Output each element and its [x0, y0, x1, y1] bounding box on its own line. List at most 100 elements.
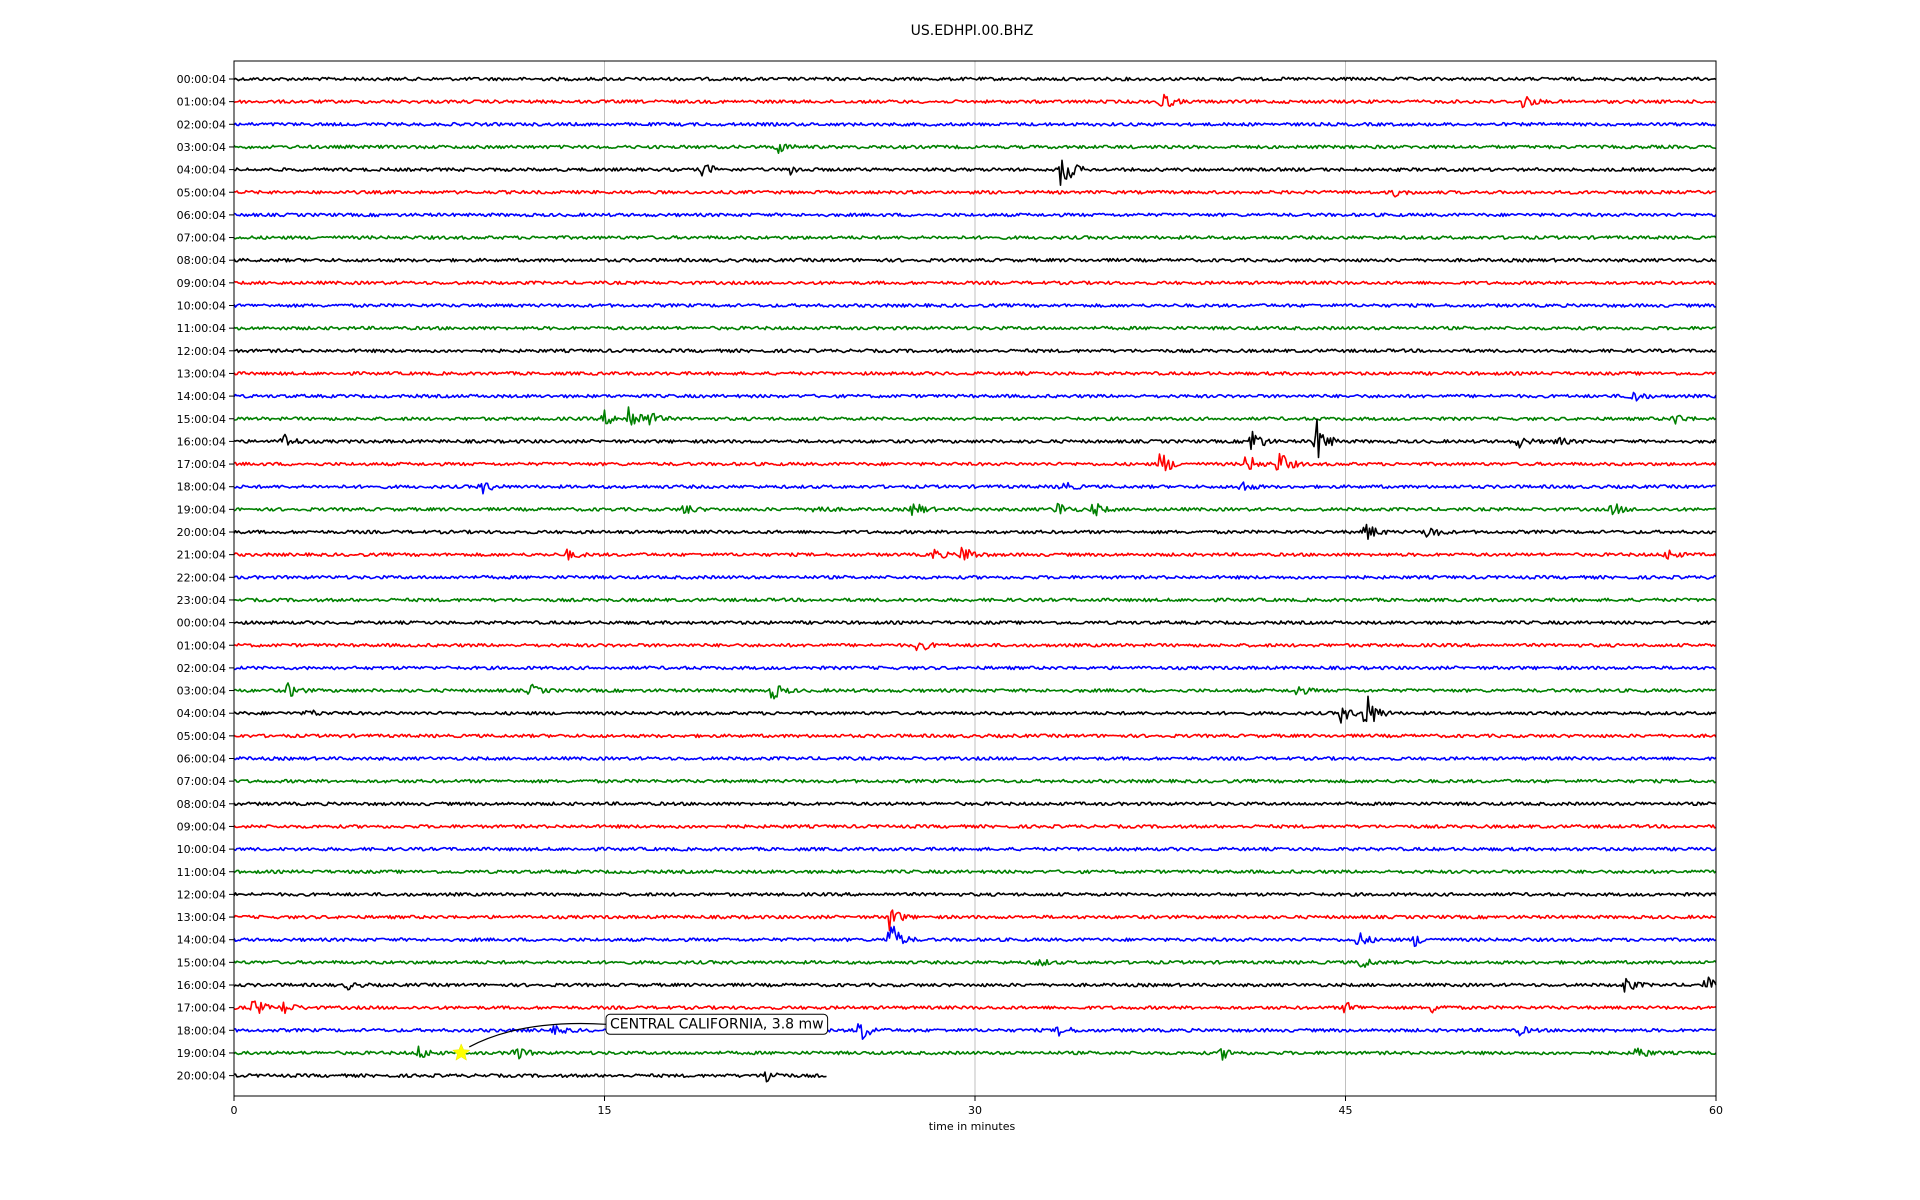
row-label-34: 10:00:04: [177, 843, 226, 856]
trace-row-43: [233, 1045, 1717, 1061]
row-label-26: 02:00:04: [177, 662, 226, 675]
trace-row-44: [233, 1071, 827, 1083]
row-label-24: 00:00:04: [177, 617, 226, 630]
trace-row-18: [233, 481, 1717, 495]
row-label-27: 03:00:04: [177, 685, 226, 698]
row-label-23: 23:00:04: [177, 594, 226, 607]
trace-row-7: [233, 235, 1717, 240]
row-label-1: 01:00:04: [177, 96, 226, 109]
trace-row-27: [233, 682, 1717, 700]
row-label-13: 13:00:04: [177, 367, 226, 380]
trace-row-8: [233, 257, 1717, 263]
row-label-8: 08:00:04: [177, 254, 226, 267]
row-label-39: 15:00:04: [177, 956, 226, 969]
x-axis-ticks: 0 15 30 45 60: [231, 1096, 1723, 1117]
row-label-25: 01:00:04: [177, 639, 226, 652]
trace-row-40: [233, 976, 1717, 993]
trace-row-4: [233, 159, 1717, 186]
row-label-32: 08:00:04: [177, 798, 226, 811]
row-label-43: 19:00:04: [177, 1047, 226, 1060]
row-label-14: 14:00:04: [177, 390, 226, 403]
row-label-17: 17:00:04: [177, 458, 226, 471]
row-label-15: 15:00:04: [177, 413, 226, 426]
row-label-11: 11:00:04: [177, 322, 226, 335]
row-label-28: 04:00:04: [177, 707, 226, 720]
row-label-21: 21:00:04: [177, 549, 226, 562]
trace-row-38: [233, 925, 1717, 948]
trace-row-15: [234, 406, 1717, 426]
annotation-box: [605, 1013, 829, 1035]
event-annotation: CENTRAL CALIFORNIA, 3.8 mw: [452, 1013, 829, 1061]
row-label-0: 00:00:04: [177, 73, 226, 86]
trace-row-9: [233, 280, 1717, 286]
trace-row-37: [233, 909, 1717, 932]
row-label-30: 06:00:04: [177, 753, 226, 766]
trace-row-17: [233, 452, 1717, 472]
row-label-5: 05:00:04: [177, 186, 226, 199]
row-label-37: 13:00:04: [177, 911, 226, 924]
row-label-12: 12:00:04: [177, 345, 226, 358]
row-label-33: 09:00:04: [177, 820, 226, 833]
row-label-16: 16:00:04: [177, 435, 226, 448]
row-label-35: 11:00:04: [177, 866, 226, 879]
row-label-2: 02:00:04: [177, 118, 226, 131]
row-label-42: 18:00:04: [177, 1024, 226, 1037]
trace-row-19: [233, 502, 1717, 517]
trace-row-24: [233, 620, 1717, 625]
row-label-40: 16:00:04: [177, 979, 226, 992]
trace-row-28: [233, 695, 1717, 724]
trace-row-21: [233, 546, 1717, 561]
trace-row-39: [233, 958, 1717, 968]
row-label-10: 10:00:04: [177, 300, 226, 313]
trace-row-16: [233, 418, 1717, 459]
x-tick-label-60: 60: [1709, 1104, 1723, 1117]
x-tick-label-45: 45: [1339, 1104, 1353, 1117]
trace-row-20: [233, 523, 1717, 540]
trace-row-14: [233, 391, 1717, 402]
seismogram-traces: [233, 76, 1717, 1083]
trace-row-2: [233, 121, 1717, 127]
trace-row-6: [233, 212, 1717, 218]
row-label-29: 05:00:04: [177, 730, 226, 743]
trace-row-42: [234, 1023, 1717, 1040]
row-label-38: 14:00:04: [177, 934, 226, 947]
annotation-label: CENTRAL CALIFORNIA, 3.8 mw: [610, 1016, 824, 1032]
x-tick-label-30: 30: [968, 1104, 982, 1117]
x-tick-label-0: 0: [231, 1104, 238, 1117]
chart-title: US.EDHPI.00.BHZ: [911, 23, 1034, 39]
row-label-20: 20:00:04: [177, 526, 226, 539]
trace-row-5: [233, 189, 1717, 198]
trace-row-35: [233, 869, 1717, 875]
trace-row-23: [233, 597, 1717, 603]
row-label-3: 03:00:04: [177, 141, 226, 154]
row-label-18: 18:00:04: [177, 481, 226, 494]
row-label-31: 07:00:04: [177, 775, 226, 788]
row-label-22: 22:00:04: [177, 571, 226, 584]
trace-row-12: [233, 348, 1717, 354]
trace-row-11: [233, 325, 1717, 331]
trace-row-36: [233, 892, 1717, 897]
trace-row-30: [233, 756, 1717, 761]
row-label-4: 04:00:04: [177, 164, 226, 177]
trace-row-10: [233, 303, 1717, 308]
row-time-labels: 00:00:04 01:00:04 02:00:04 03:00:04 04:00:04…: [177, 73, 234, 1083]
row-label-7: 07:00:04: [177, 232, 226, 245]
row-label-41: 17:00:04: [177, 1002, 226, 1015]
row-label-44: 20:00:04: [177, 1070, 226, 1083]
trace-row-22: [233, 574, 1717, 580]
x-axis-label: time in minutes: [929, 1120, 1016, 1133]
event-star-marker: [452, 1043, 471, 1061]
trace-row-13: [233, 371, 1717, 376]
plot-frame: [233, 60, 1717, 1097]
trace-row-26: [234, 665, 1717, 671]
row-label-6: 06:00:04: [177, 209, 226, 222]
trace-row-41: [233, 1000, 1717, 1015]
row-label-19: 19:00:04: [177, 503, 226, 516]
trace-row-34: [233, 846, 1717, 852]
row-label-9: 09:00:04: [177, 277, 226, 290]
row-label-36: 12:00:04: [177, 888, 226, 901]
trace-row-31: [234, 778, 1717, 784]
trace-row-25: [233, 642, 1717, 652]
annotation-connector: [468, 1022, 607, 1048]
